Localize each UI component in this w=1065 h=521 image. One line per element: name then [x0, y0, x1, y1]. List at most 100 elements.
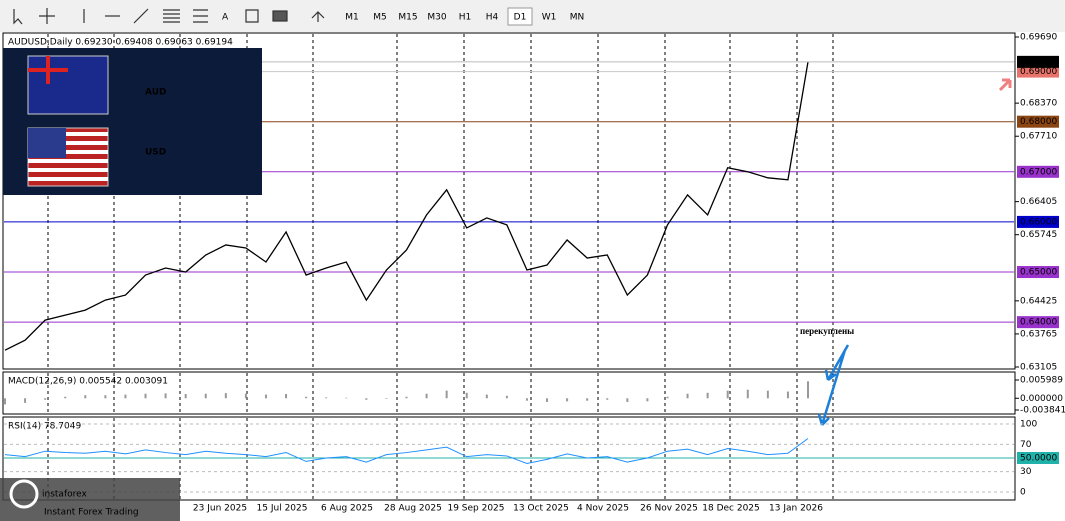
price-tick-label: 0.68370 — [1020, 99, 1057, 109]
timeframe-button[interactable]: M15 — [398, 13, 417, 23]
level-label-bg — [1017, 65, 1059, 78]
macd-bar — [686, 393, 689, 399]
level-label: 0.66000 — [1020, 217, 1057, 227]
macd-bar — [144, 393, 147, 399]
macd-bar — [626, 398, 629, 402]
macd-bar — [244, 393, 247, 399]
current-price-label: 0.69194 — [1020, 57, 1057, 67]
macd-bar — [546, 398, 549, 402]
macd-bar — [485, 394, 488, 399]
macd-tick-label: 0.000000 — [1020, 394, 1063, 404]
usd-stripe — [28, 177, 108, 181]
usd-stripe — [28, 159, 108, 163]
usd-stripe — [28, 168, 108, 172]
macd-bar — [445, 390, 448, 399]
timeframe-button[interactable]: D1 — [514, 13, 527, 23]
timeframe-button[interactable]: M5 — [373, 13, 387, 23]
tool-icons — [13, 8, 325, 25]
macd-bar — [24, 398, 27, 403]
price-tick-label: 0.65745 — [1020, 230, 1057, 240]
level-label-bg — [1017, 215, 1059, 228]
date-label: 15 Jul 2025 — [257, 504, 308, 514]
date-label: 26 Nov 2025 — [640, 504, 698, 514]
usd-canton — [28, 128, 66, 158]
timeframe-button[interactable]: H4 — [486, 13, 499, 23]
macd-bar — [566, 398, 569, 402]
rsi-tick-label: 30 — [1020, 467, 1032, 477]
timeframe-button[interactable]: MN — [570, 13, 585, 23]
annotation-arrow — [817, 344, 850, 426]
macd-bar — [264, 394, 267, 399]
macd-bar — [666, 396, 669, 399]
chart-header: AUDUSD,Daily 0.69230 0.69408 0.69063 0.6… — [8, 38, 233, 48]
up-arrow — [998, 78, 1012, 92]
price-tick-label: 0.63105 — [1020, 363, 1057, 373]
macd-tick-label: 0.005989 — [1020, 376, 1063, 386]
usd-stripe — [28, 150, 108, 154]
macd-bar — [124, 394, 127, 399]
macd-bar — [104, 395, 107, 399]
usd-stripe — [28, 132, 108, 136]
macd-bar — [64, 396, 67, 399]
macd-bar — [224, 393, 227, 399]
macd-bar — [606, 398, 609, 400]
date-label: 23 Jun 2025 — [193, 504, 247, 514]
date-label: 19 Sep 2025 — [447, 504, 504, 514]
price-tick-label: 0.67710 — [1020, 132, 1057, 142]
macd-bar — [706, 392, 709, 399]
level-label-bg — [1017, 165, 1059, 178]
macd-bar — [726, 390, 729, 399]
macd-bar — [164, 393, 167, 399]
macd-bar — [405, 396, 408, 399]
macd-bar — [44, 398, 47, 400]
date-label: 13 Jan 2026 — [769, 504, 823, 514]
macd-bar — [786, 391, 789, 399]
v-grid — [47, 34, 834, 499]
macd-bar — [365, 398, 368, 400]
logo-name: instaforex — [42, 490, 87, 500]
current-label-bg — [1017, 55, 1059, 68]
level-label: 0.67000 — [1020, 167, 1057, 177]
level-label-bg — [1017, 316, 1059, 329]
macd-bar — [385, 398, 388, 399]
macd-bar — [204, 393, 207, 399]
rsi-line — [4, 438, 809, 464]
text-tool[interactable]: A — [222, 13, 229, 23]
level-label: 0.65000 — [1020, 268, 1057, 278]
timeframe-button[interactable]: M30 — [427, 13, 446, 23]
macd-bar — [425, 393, 428, 399]
rsi-label: RSI(14) 78.7049 — [8, 422, 81, 432]
timeframe-button[interactable]: H1 — [459, 13, 472, 23]
macd-bar — [766, 390, 769, 399]
price-tick-label: 0.63765 — [1020, 329, 1057, 339]
macd-bar — [586, 398, 589, 401]
timeframe-button[interactable]: W1 — [542, 13, 557, 23]
macd-tick-label: -0.003841 — [1020, 406, 1065, 416]
price-tick-label: 0.66405 — [1020, 197, 1057, 207]
macd-bar — [345, 397, 348, 399]
logo-tagline: Instant Forex Trading — [44, 508, 139, 518]
macd-label: MACD(12,26,9) 0.005542 0.003091 — [8, 377, 168, 387]
rsi-tick-label: 0 — [1020, 488, 1026, 498]
level-label-bg — [1017, 266, 1059, 279]
macd-bar — [746, 389, 749, 399]
macd-bar — [184, 394, 187, 399]
date-label: 18 Dec 2025 — [702, 504, 760, 514]
date-label: 4 Nov 2025 — [577, 504, 629, 514]
date-label: 28 Aug 2025 — [384, 504, 442, 514]
level-label: 0.68000 — [1020, 117, 1057, 127]
price-tick-label: 0.64425 — [1020, 296, 1057, 306]
macd-bar — [505, 395, 508, 399]
level-label: 0.69000 — [1020, 67, 1057, 77]
aud-flag — [27, 55, 109, 115]
timeframe-button[interactable]: M1 — [345, 13, 359, 23]
logo-icon — [9, 479, 39, 509]
macd-bar — [807, 381, 809, 399]
level-label-bg — [1017, 115, 1059, 128]
macd-bar — [305, 396, 308, 399]
date-label: 6 Aug 2025 — [321, 504, 373, 514]
price-tick-label: 0.69690 — [1020, 33, 1057, 43]
inset-usd: USD — [145, 148, 166, 158]
logo-bg — [0, 478, 180, 521]
level-label: 0.64000 — [1020, 318, 1057, 328]
